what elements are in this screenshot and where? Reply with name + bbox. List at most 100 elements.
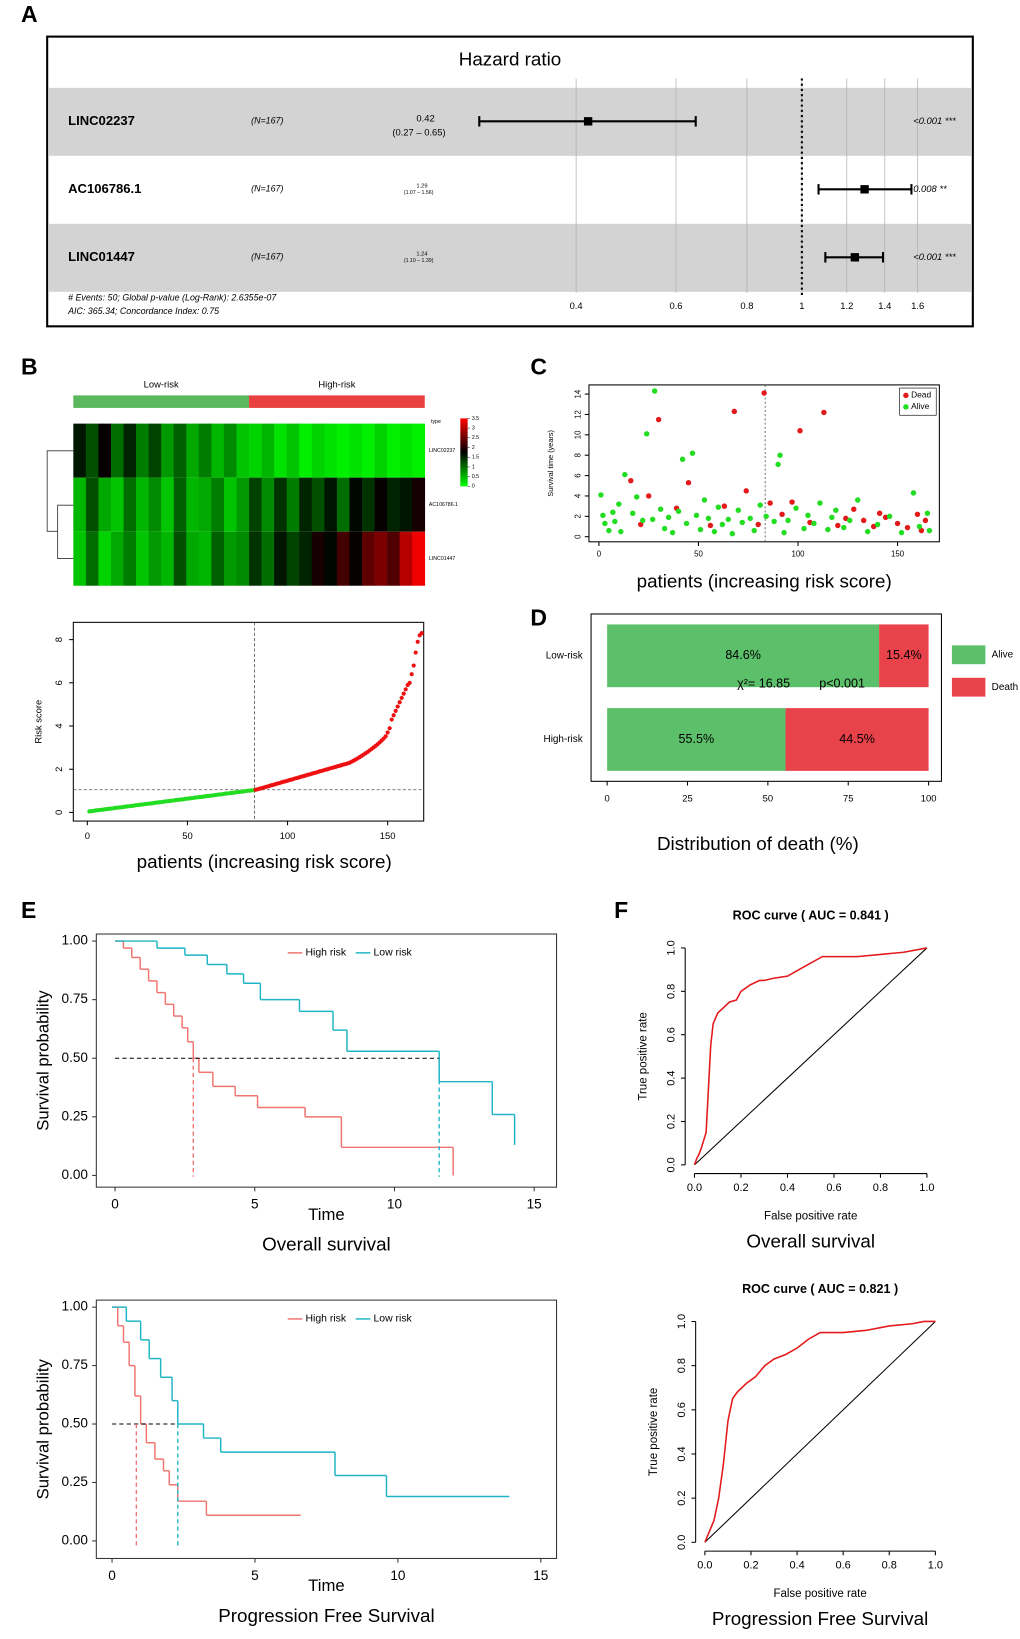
plot-frame	[72, 621, 425, 822]
point	[715, 504, 722, 510]
heat-cell	[123, 531, 137, 586]
heat-cell	[198, 423, 212, 478]
heat-cell	[336, 477, 350, 532]
x-tick-label: 100	[280, 830, 296, 841]
roc-curve	[704, 1320, 936, 1543]
point	[679, 456, 686, 462]
heat-cell	[110, 477, 124, 532]
ci-label: (1.07 – 1.56)	[404, 190, 434, 196]
plot-frame	[588, 384, 940, 543]
point	[779, 511, 785, 518]
legend-swatch	[951, 645, 986, 665]
y-tick-label: 0.8	[666, 984, 678, 999]
annotation: χ²= 16.85	[737, 676, 790, 690]
point	[413, 650, 418, 655]
heat-cell	[98, 477, 112, 532]
x-axis-label: False positive rate	[764, 1210, 857, 1222]
y-tick-label: 1.00	[62, 1299, 89, 1314]
heat-cell	[85, 477, 99, 532]
group-bar	[73, 395, 250, 408]
x-tick-label: 0.6	[836, 1560, 851, 1572]
heat-cell	[261, 531, 275, 586]
heat-cell	[374, 423, 388, 478]
legend-marker	[903, 404, 909, 410]
point	[655, 416, 662, 423]
y-tick-label: 0.50	[62, 1050, 89, 1065]
point	[918, 527, 925, 534]
chart-title: Hazard ratio	[459, 49, 561, 70]
panel-label: F	[614, 897, 628, 923]
point	[864, 528, 871, 535]
p-value: <0.001 ***	[913, 115, 956, 126]
point	[602, 520, 608, 527]
heat-cell	[73, 531, 87, 586]
x-tick-label: 150	[891, 549, 905, 558]
point	[628, 477, 634, 484]
heat-cell	[274, 477, 288, 532]
point	[598, 492, 604, 498]
point	[600, 512, 606, 519]
point	[851, 506, 857, 512]
heat-cell	[223, 531, 237, 586]
subtitle: Overall survival	[746, 1231, 875, 1252]
heat-cell	[412, 531, 426, 586]
row-name: LINC01447	[68, 249, 135, 264]
heat-cell	[349, 477, 363, 532]
point	[825, 526, 831, 533]
y-tick-label: 6	[574, 473, 583, 478]
annotation: p<0.001	[819, 676, 865, 690]
heat-cell	[123, 477, 137, 532]
legend-label: Low risk	[374, 1314, 413, 1325]
point	[393, 708, 398, 713]
y-axis-label: True positive rate	[648, 1388, 660, 1476]
x-tick-label: 100	[791, 549, 805, 558]
point	[757, 502, 763, 508]
point	[383, 734, 388, 739]
heat-cell	[136, 531, 149, 586]
point	[675, 508, 682, 514]
y-tick-label: 2	[574, 514, 583, 518]
heat-cell	[236, 423, 250, 478]
point	[793, 505, 799, 511]
x-tick-label: 0.4	[570, 300, 583, 311]
point	[767, 500, 773, 506]
point	[898, 529, 905, 536]
legend-label: Alive	[911, 401, 929, 411]
x-tick-label: 0	[605, 793, 610, 804]
point	[657, 506, 664, 512]
x-axis-label: patients (increasing risk score)	[637, 571, 892, 592]
bar-segment	[607, 624, 880, 688]
heat-cell	[236, 531, 250, 586]
row-name: AC106786.1	[68, 181, 141, 196]
footnote: # Events: 50; Global p-value (Log-Rank):…	[68, 292, 277, 302]
point	[651, 388, 658, 394]
point	[833, 507, 839, 513]
color-tick-label: 2	[472, 445, 475, 451]
x-tick-label: 100	[921, 793, 937, 804]
heat-cell	[148, 423, 162, 478]
x-tick-label: 0.4	[780, 1182, 795, 1194]
chart-title: ROC curve ( AUC = 0.821 )	[742, 1282, 898, 1296]
point	[922, 517, 929, 524]
hazard-ratio: 0.42	[416, 113, 434, 124]
point	[771, 518, 777, 525]
point	[763, 513, 769, 520]
heat-cell	[148, 477, 162, 532]
heat-cell	[412, 423, 426, 478]
heat-cell	[73, 477, 87, 532]
y-tick-label: 8	[574, 452, 583, 457]
subtitle: Progression Free Survival	[218, 1605, 434, 1626]
heat-cell	[211, 423, 225, 478]
y-tick-label: 0.4	[666, 1070, 678, 1085]
point	[683, 520, 690, 527]
point	[649, 516, 656, 523]
heat-cell	[324, 531, 338, 586]
y-tick-label: 0.6	[676, 1402, 688, 1417]
legend-label: Alive	[992, 649, 1014, 660]
point	[407, 680, 412, 685]
heat-cell	[274, 531, 288, 586]
point	[805, 512, 811, 519]
point	[610, 509, 616, 515]
point	[618, 528, 624, 535]
y-tick-label: 0.50	[62, 1416, 89, 1431]
